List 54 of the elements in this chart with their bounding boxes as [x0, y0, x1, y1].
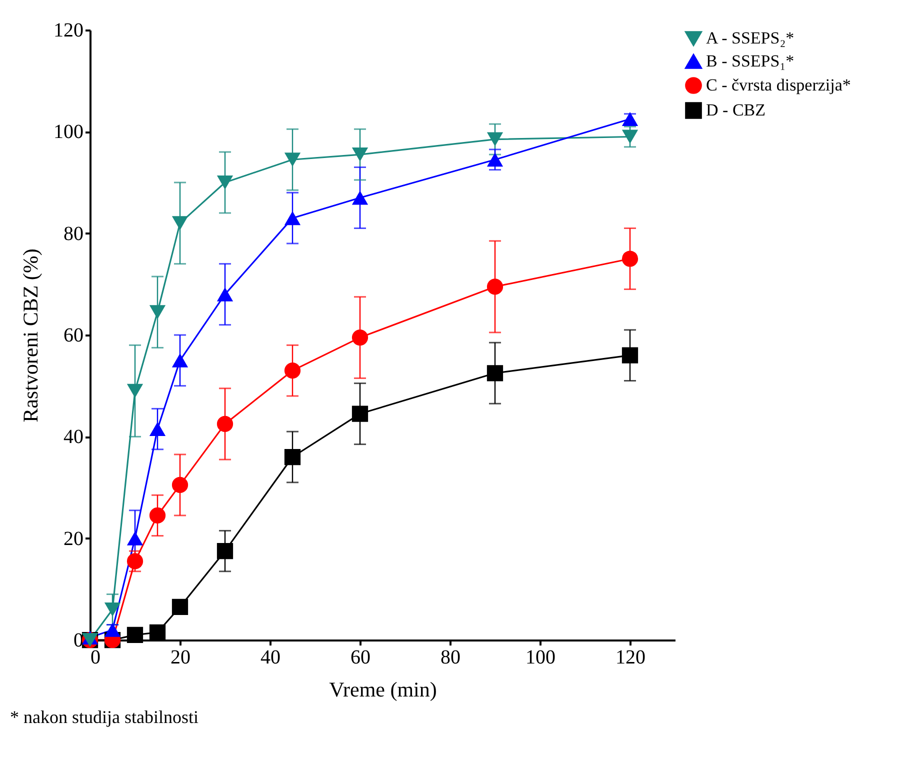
x-tick-label: 80 [440, 646, 460, 668]
point [126, 384, 144, 398]
point [126, 553, 144, 570]
point [352, 406, 368, 422]
point [486, 365, 504, 382]
legend-label: A - SSEPS₂* [706, 28, 794, 48]
point [622, 250, 638, 267]
point [126, 531, 144, 546]
legend-label: B - SSEPS₁* [706, 52, 794, 70]
y-tick-label: 80 [64, 222, 84, 245]
point [216, 287, 234, 302]
point [284, 362, 301, 379]
point [352, 148, 368, 162]
point [284, 448, 301, 466]
x-tick-label: 20 [170, 646, 190, 668]
x-tick-label: 0 [90, 646, 100, 668]
text: * nakon studija stabilnosti [10, 707, 198, 727]
point [352, 329, 368, 346]
point [172, 353, 188, 368]
point [622, 347, 638, 364]
point [486, 152, 504, 167]
x-tick-label: 60 [350, 646, 370, 668]
point [104, 622, 121, 637]
legend-label: D - CBZ [706, 100, 766, 120]
point [486, 132, 504, 146]
point [149, 624, 166, 640]
point [216, 176, 234, 190]
y-tick-label: 40 [64, 426, 84, 448]
point [104, 602, 121, 616]
point [622, 112, 638, 126]
point [126, 626, 144, 643]
point [486, 278, 504, 295]
point [352, 190, 368, 205]
y-tick-label: 60 [64, 324, 84, 346]
point [149, 422, 166, 436]
point [216, 542, 234, 560]
y-tick-label: 100 [54, 121, 84, 144]
point [172, 476, 188, 494]
x-tick-label: 40 [260, 646, 280, 668]
x-tick-label: 120 [616, 646, 646, 668]
point [216, 416, 234, 432]
point [172, 216, 188, 230]
x-axis-title: Vreme (min) [329, 678, 437, 702]
legend-label: C - čvrsta disperzija* [706, 76, 851, 94]
point [622, 130, 638, 144]
y-tick-label: 20 [64, 528, 84, 550]
point [284, 152, 301, 167]
point [149, 507, 166, 524]
y-axis-title: Rastvoreni CBZ (%) [18, 248, 42, 422]
x-tick-label: 100 [526, 646, 556, 668]
point [172, 598, 188, 616]
y-tick-label: 120 [54, 20, 84, 42]
point [284, 211, 301, 226]
point [149, 305, 166, 320]
